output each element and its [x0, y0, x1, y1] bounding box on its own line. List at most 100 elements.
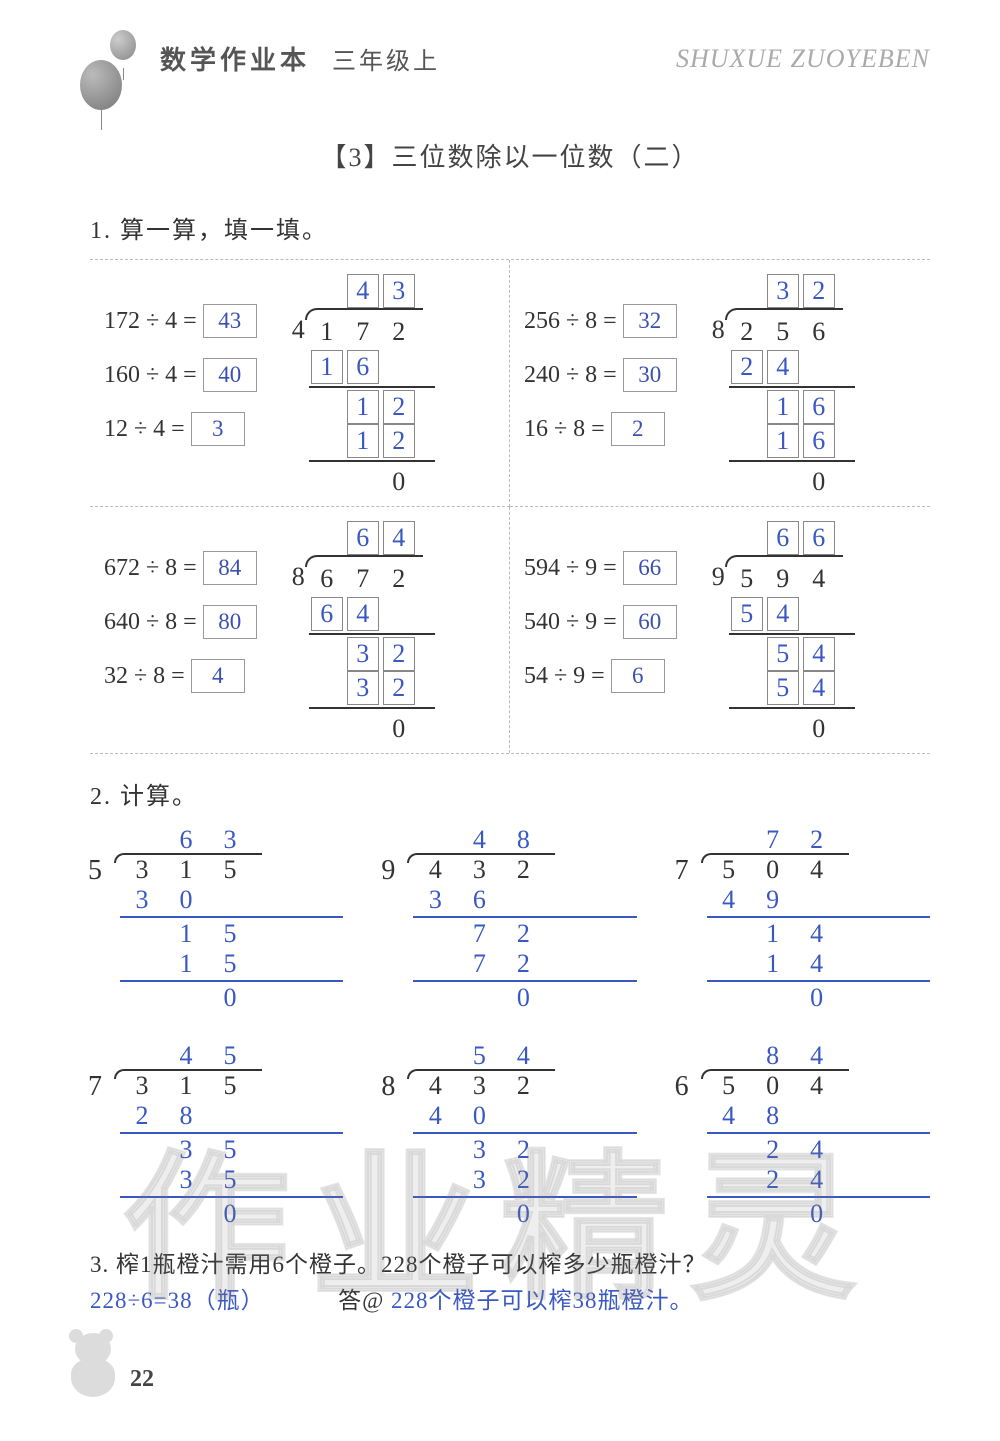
- division-rule: [707, 916, 930, 918]
- digit: [707, 1199, 751, 1229]
- step-row: 16: [309, 350, 435, 384]
- problem1-title: 1. 算一算，填一填。: [90, 210, 930, 245]
- quotient-row: 48: [413, 825, 636, 855]
- digit: 3: [208, 825, 252, 855]
- step-row: 49: [707, 885, 930, 915]
- step-row: 36: [413, 885, 636, 915]
- answer-box: 66: [623, 551, 677, 585]
- digit: 4: [795, 1135, 839, 1165]
- digit: 1: [347, 424, 379, 458]
- step-row: 0: [120, 1199, 343, 1229]
- problem1-cell: 594 ÷ 9 =66540 ÷ 9 =6054 ÷ 9 =6966594545…: [510, 507, 930, 753]
- long-division: 7725044914140: [677, 825, 930, 1013]
- digit: 6: [767, 521, 799, 555]
- digit: [309, 711, 345, 747]
- quotient-row: 66: [729, 521, 855, 555]
- division-rule: [707, 980, 930, 982]
- long-division: 8544324032320: [383, 1041, 636, 1229]
- step-row: 54: [729, 637, 855, 671]
- digit: 4: [457, 825, 501, 855]
- answer-box: 4: [191, 659, 245, 693]
- divisor: 9: [381, 855, 395, 887]
- divisor: 8: [275, 559, 305, 595]
- equation: 672 ÷ 8 =84: [104, 551, 257, 585]
- step-row: 54: [729, 671, 855, 705]
- digit: 0: [801, 464, 837, 500]
- step-row: 0: [120, 983, 343, 1013]
- digit: [413, 1135, 457, 1165]
- digit: 0: [501, 1199, 545, 1229]
- answer-box: 84: [203, 551, 257, 585]
- division-bracket: [407, 853, 555, 863]
- step-row: 0: [729, 711, 855, 747]
- section-title: 【3】三位数除以一位数（二）: [90, 137, 930, 174]
- step-row: 24: [729, 350, 855, 384]
- digit: [765, 711, 801, 747]
- digit: 4: [795, 1165, 839, 1195]
- equation: 640 ÷ 8 =80: [104, 605, 257, 639]
- equation: 594 ÷ 9 =66: [524, 551, 677, 585]
- digit: 5: [208, 1041, 252, 1071]
- long-division: 4431721612120: [305, 274, 435, 500]
- digit: [120, 919, 164, 949]
- division-bracket: [701, 1069, 849, 1079]
- division-rule: [729, 460, 855, 462]
- digit: [729, 711, 765, 747]
- answer-box: 40: [203, 358, 257, 392]
- digit: 1: [164, 949, 208, 979]
- digit: 0: [501, 983, 545, 1013]
- long-division: 9665945454540: [725, 521, 855, 747]
- digit: 0: [801, 711, 837, 747]
- equation-list: 594 ÷ 9 =66540 ÷ 9 =6054 ÷ 9 =6: [524, 521, 677, 747]
- digit: [413, 1199, 457, 1229]
- digit: 2: [501, 1135, 545, 1165]
- digit: 2: [383, 424, 415, 458]
- digit: [345, 711, 381, 747]
- title-block: 数学作业本 三年级上: [90, 40, 440, 77]
- step-row: 14: [707, 919, 930, 949]
- quotient-row: 63: [120, 825, 343, 855]
- digit: 4: [383, 521, 415, 555]
- problem2: 2. 计算。 563315301515094843236727207725044…: [90, 776, 930, 1229]
- step-row: 72: [413, 919, 636, 949]
- digit: 2: [751, 1165, 795, 1195]
- digit: 3: [767, 274, 799, 308]
- grade-label: 三年级上: [332, 49, 440, 75]
- digit: 1: [311, 350, 343, 384]
- digit: [413, 825, 457, 855]
- digit: [707, 919, 751, 949]
- step-row: 0: [729, 464, 855, 500]
- equation: 540 ÷ 9 =60: [524, 605, 677, 639]
- division-rule: [707, 1132, 930, 1134]
- digit: [120, 1199, 164, 1229]
- digit: [413, 949, 457, 979]
- digit: 4: [413, 1101, 457, 1131]
- equation: 240 ÷ 8 =30: [524, 358, 677, 392]
- division-bracket: [114, 1069, 262, 1079]
- divisor: 5: [88, 855, 102, 887]
- step-row: 32: [413, 1135, 636, 1165]
- digit: [120, 1165, 164, 1195]
- digit: 4: [767, 350, 799, 384]
- step-row: 12: [309, 390, 435, 424]
- division-rule: [309, 633, 435, 635]
- step-row: 40: [413, 1101, 636, 1131]
- digit: 2: [120, 1101, 164, 1131]
- long-division: 7453152835350: [90, 1041, 343, 1229]
- equation-expr: 256 ÷ 8 =: [524, 308, 617, 335]
- answer-box: 3: [191, 412, 245, 446]
- digit: 8: [501, 825, 545, 855]
- quotient-row: 54: [413, 1041, 636, 1071]
- equation-expr: 12 ÷ 4 =: [104, 416, 185, 443]
- digit: [309, 390, 345, 424]
- equation: 256 ÷ 8 =32: [524, 304, 677, 338]
- step-row: 24: [707, 1135, 930, 1165]
- digit: [309, 671, 345, 705]
- division-rule: [309, 460, 435, 462]
- digit: [707, 983, 751, 1013]
- digit: 5: [208, 1135, 252, 1165]
- step-row: 16: [729, 390, 855, 424]
- digit: 5: [731, 597, 763, 631]
- step-row: 0: [413, 1199, 636, 1229]
- problem3-answer: 228个橙子可以榨38瓶橙汁。: [391, 1288, 694, 1313]
